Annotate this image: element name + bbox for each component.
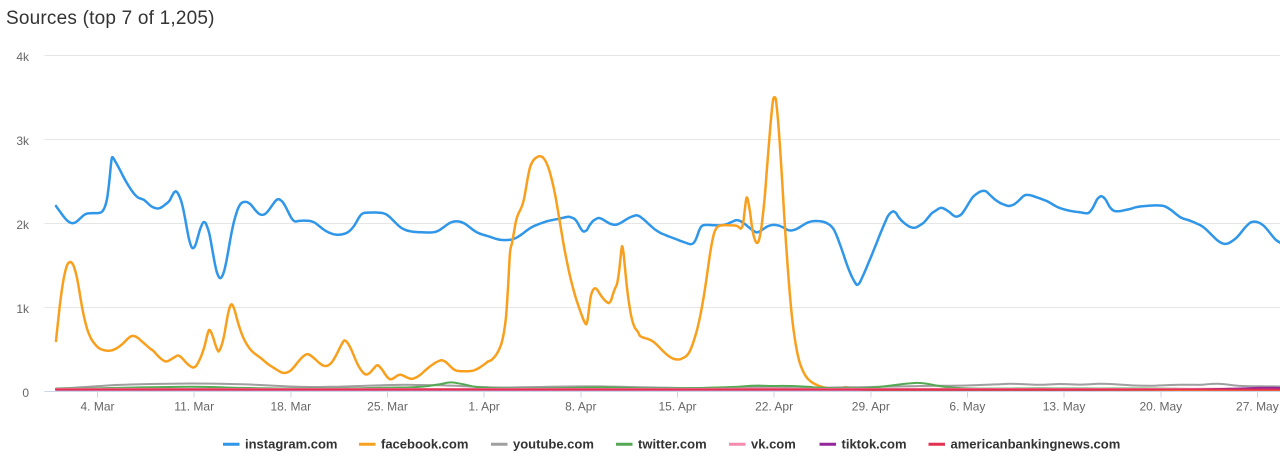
svg-text:22. Apr: 22. Apr bbox=[755, 400, 793, 414]
svg-text:18. Mar: 18. Mar bbox=[270, 400, 311, 414]
svg-text:instagram.com: instagram.com bbox=[245, 436, 337, 451]
svg-text:25. Mar: 25. Mar bbox=[367, 400, 408, 414]
svg-text:Sources (top 7 of 1,205): Sources (top 7 of 1,205) bbox=[6, 8, 215, 29]
svg-text:twitter.com: twitter.com bbox=[638, 436, 707, 451]
svg-text:3k: 3k bbox=[16, 134, 30, 148]
svg-text:6. May: 6. May bbox=[949, 400, 985, 414]
svg-text:vk.com: vk.com bbox=[751, 436, 796, 451]
svg-text:0: 0 bbox=[22, 386, 29, 400]
svg-text:15. Apr: 15. Apr bbox=[658, 400, 696, 414]
svg-text:1k: 1k bbox=[16, 302, 30, 316]
svg-text:youtube.com: youtube.com bbox=[513, 436, 594, 451]
svg-text:1. Apr: 1. Apr bbox=[468, 400, 499, 414]
svg-text:facebook.com: facebook.com bbox=[381, 436, 468, 451]
svg-text:tiktok.com: tiktok.com bbox=[842, 436, 907, 451]
svg-text:20. May: 20. May bbox=[1139, 400, 1182, 414]
svg-text:29. Apr: 29. Apr bbox=[852, 400, 890, 414]
svg-text:americanbankingnews.com: americanbankingnews.com bbox=[951, 436, 1121, 451]
svg-text:2k: 2k bbox=[16, 218, 30, 232]
svg-text:4k: 4k bbox=[16, 50, 30, 64]
svg-text:13. May: 13. May bbox=[1043, 400, 1086, 414]
svg-text:11. Mar: 11. Mar bbox=[174, 400, 214, 414]
svg-text:4. Mar: 4. Mar bbox=[80, 400, 114, 414]
svg-text:27. May: 27. May bbox=[1236, 400, 1279, 414]
svg-text:8. Apr: 8. Apr bbox=[565, 400, 596, 414]
